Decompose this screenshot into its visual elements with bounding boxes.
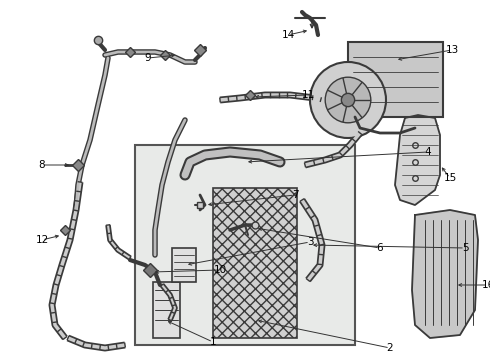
- Text: 12: 12: [35, 235, 49, 245]
- Text: 7: 7: [292, 190, 298, 200]
- Ellipse shape: [325, 77, 371, 123]
- Bar: [348, 42, 443, 117]
- Text: 14: 14: [281, 30, 294, 40]
- Text: 2: 2: [387, 343, 393, 353]
- Text: 16: 16: [481, 280, 490, 290]
- Text: 11: 11: [301, 90, 315, 100]
- Text: 13: 13: [445, 45, 459, 55]
- Text: 15: 15: [443, 173, 457, 183]
- Text: 6: 6: [377, 243, 383, 253]
- Ellipse shape: [342, 93, 355, 107]
- Bar: [172, 248, 196, 282]
- Text: 3: 3: [307, 237, 313, 247]
- Text: 8: 8: [39, 160, 45, 170]
- Bar: [153, 282, 180, 338]
- Polygon shape: [412, 210, 478, 338]
- Text: 10: 10: [214, 265, 226, 275]
- Ellipse shape: [310, 62, 386, 138]
- Text: 4: 4: [425, 147, 431, 157]
- Text: 5: 5: [462, 243, 468, 253]
- Text: 1: 1: [210, 337, 216, 347]
- Text: 9: 9: [145, 53, 151, 63]
- Polygon shape: [395, 115, 440, 205]
- Bar: [213, 188, 297, 338]
- Bar: [135, 145, 355, 345]
